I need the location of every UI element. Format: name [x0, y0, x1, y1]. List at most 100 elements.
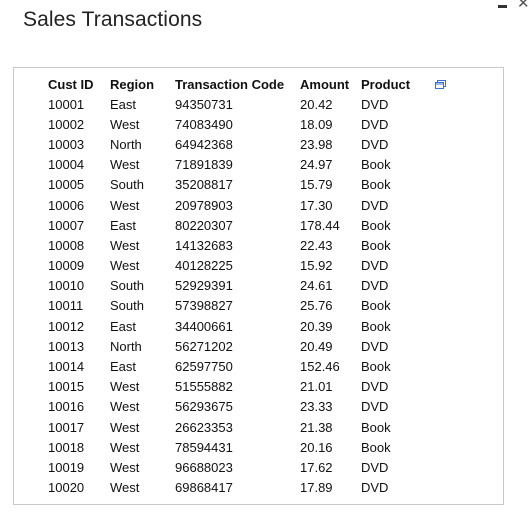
cell-amount: 21.01 — [300, 379, 333, 395]
column-header-product[interactable]: Product — [361, 76, 411, 92]
transactions-table: Cust ID Region Transaction Code Amount P… — [45, 74, 421, 498]
cell-product: DVD — [361, 136, 389, 152]
window-controls: ✕ — [492, 0, 532, 14]
cell-cust-id: 10014 — [48, 359, 85, 375]
cell-transaction-code: 56271202 — [175, 338, 233, 354]
cell-cust-id: 10002 — [48, 116, 85, 132]
cell-cust-id: 10020 — [48, 480, 85, 496]
cell-cust-id: 10015 — [48, 379, 85, 395]
cell-cust-id: 10017 — [48, 419, 85, 435]
table-row[interactable]: 10002 West 74083490 18.09 DVD — [45, 114, 421, 134]
table-row[interactable]: 10014 East 62597750 152.46 Book — [45, 356, 421, 376]
cell-product: DVD — [361, 96, 389, 112]
cell-region: West — [110, 459, 140, 475]
cell-transaction-code: 69868417 — [175, 480, 233, 496]
cell-amount: 17.89 — [300, 480, 333, 496]
cell-cust-id: 10019 — [48, 459, 85, 475]
cell-region: West — [110, 157, 140, 173]
cell-amount: 21.38 — [300, 419, 333, 435]
close-icon[interactable]: ✕ — [517, 0, 530, 12]
cell-product: Book — [361, 157, 391, 173]
cell-cust-id: 10010 — [48, 278, 85, 294]
cell-cust-id: 10003 — [48, 136, 85, 152]
cell-amount: 152.46 — [300, 359, 340, 375]
cell-product: Book — [361, 217, 391, 233]
cell-cust-id: 10008 — [48, 237, 85, 253]
cell-transaction-code: 94350731 — [175, 96, 233, 112]
table-row[interactable]: 10001 East 94350731 20.42 DVD — [45, 94, 421, 114]
cell-transaction-code: 80220307 — [175, 217, 233, 233]
cell-cust-id: 10005 — [48, 177, 85, 193]
table-row[interactable]: 10013 North 56271202 20.49 DVD — [45, 336, 421, 356]
column-header-transaction-code[interactable]: Transaction Code — [175, 76, 285, 92]
cell-region: East — [110, 318, 137, 334]
table-row[interactable]: 10009 West 40128225 15.92 DVD — [45, 256, 421, 276]
cell-region: West — [110, 399, 140, 415]
cell-product: DVD — [361, 480, 389, 496]
table-row[interactable]: 10005 South 35208817 15.79 Book — [45, 175, 421, 195]
cell-cust-id: 10001 — [48, 96, 85, 112]
cell-amount: 20.49 — [300, 338, 333, 354]
cell-product: DVD — [361, 258, 389, 274]
table-row[interactable]: 10004 West 71891839 24.97 Book — [45, 155, 421, 175]
cell-amount: 178.44 — [300, 217, 340, 233]
cell-region: West — [110, 197, 140, 213]
cell-cust-id: 10006 — [48, 197, 85, 213]
cell-region: West — [110, 480, 140, 496]
cell-region: West — [110, 116, 140, 132]
column-header-region[interactable]: Region — [110, 76, 155, 92]
cell-transaction-code: 40128225 — [175, 258, 233, 274]
cell-region: East — [110, 359, 137, 375]
cell-product: Book — [361, 237, 391, 253]
cell-cust-id: 10016 — [48, 399, 85, 415]
table-row[interactable]: 10007 East 80220307 178.44 Book — [45, 215, 421, 235]
column-header-cust-id[interactable]: Cust ID — [48, 76, 94, 92]
table-row[interactable]: 10010 South 52929391 24.61 DVD — [45, 276, 421, 296]
cell-product: Book — [361, 359, 391, 375]
cell-transaction-code: 96688023 — [175, 459, 233, 475]
cell-cust-id: 10004 — [48, 157, 85, 173]
cell-product: DVD — [361, 459, 389, 475]
table-body: 10001 East 94350731 20.42 DVD 10002 West 740834… — [45, 94, 421, 498]
column-header-amount[interactable]: Amount — [300, 76, 350, 92]
cell-region: North — [110, 338, 142, 354]
table-row[interactable]: 10006 West 20978903 17.30 DVD — [45, 195, 421, 215]
table-row[interactable]: 10016 West 56293675 23.33 DVD — [45, 397, 421, 417]
table-row[interactable]: 10018 West 78594431 20.16 Book — [45, 437, 421, 457]
minimize-icon[interactable] — [498, 5, 507, 8]
cell-transaction-code: 52929391 — [175, 278, 233, 294]
table-row[interactable]: 10011 South 57398827 25.76 Book — [45, 296, 421, 316]
cell-cust-id: 10018 — [48, 439, 85, 455]
cell-transaction-code: 74083490 — [175, 116, 233, 132]
table-row[interactable]: 10020 West 69868417 17.89 DVD — [45, 478, 421, 498]
table-row[interactable]: 10003 North 64942368 23.98 DVD — [45, 134, 421, 154]
cell-amount: 15.79 — [300, 177, 333, 193]
cell-amount: 22.43 — [300, 237, 333, 253]
cell-transaction-code: 62597750 — [175, 359, 233, 375]
cell-transaction-code: 14132683 — [175, 237, 233, 253]
table-panel: Cust ID Region Transaction Code Amount P… — [13, 67, 504, 505]
cell-product: DVD — [361, 379, 389, 395]
popout-icon[interactable] — [435, 80, 446, 89]
cell-region: West — [110, 237, 140, 253]
cell-amount: 15.92 — [300, 258, 333, 274]
cell-region: East — [110, 96, 137, 112]
cell-product: DVD — [361, 338, 389, 354]
cell-transaction-code: 57398827 — [175, 298, 233, 314]
cell-product: Book — [361, 439, 391, 455]
cell-transaction-code: 20978903 — [175, 197, 233, 213]
cell-amount: 23.33 — [300, 399, 333, 415]
table-row[interactable]: 10017 West 26623353 21.38 Book — [45, 417, 421, 437]
table-row[interactable]: 10008 West 14132683 22.43 Book — [45, 235, 421, 255]
cell-amount: 17.30 — [300, 197, 333, 213]
cell-transaction-code: 26623353 — [175, 419, 233, 435]
table-row[interactable]: 10015 West 51555882 21.01 DVD — [45, 377, 421, 397]
table-row[interactable]: 10019 West 96688023 17.62 DVD — [45, 457, 421, 477]
cell-cust-id: 10011 — [48, 298, 84, 314]
cell-cust-id: 10009 — [48, 258, 85, 274]
table-row[interactable]: 10012 East 34400661 20.39 Book — [45, 316, 421, 336]
cell-amount: 20.42 — [300, 96, 333, 112]
cell-transaction-code: 51555882 — [175, 379, 233, 395]
table-header-row: Cust ID Region Transaction Code Amount P… — [45, 74, 421, 94]
